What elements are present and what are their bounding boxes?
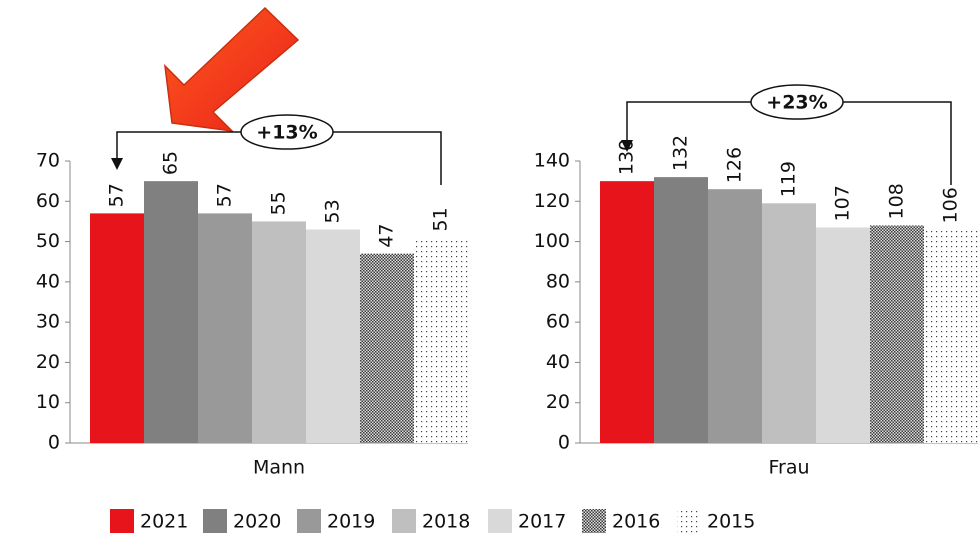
bar bbox=[144, 181, 198, 443]
legend-label: 2019 bbox=[327, 511, 375, 533]
value-label: 55 bbox=[268, 191, 290, 215]
bar bbox=[90, 213, 144, 443]
y-tick-label: 100 bbox=[534, 230, 570, 252]
y-tick-label: 120 bbox=[534, 190, 570, 212]
legend-swatch bbox=[297, 509, 321, 533]
value-label: 132 bbox=[670, 135, 692, 171]
pointer-arrow bbox=[163, 6, 300, 133]
y-tick-label: 0 bbox=[558, 432, 570, 454]
value-label: 106 bbox=[940, 187, 962, 223]
category-label: Mann bbox=[253, 457, 305, 479]
legend-label: 2018 bbox=[422, 511, 470, 533]
bar bbox=[762, 203, 816, 443]
bar bbox=[816, 227, 870, 443]
legend-swatch bbox=[203, 509, 227, 533]
bar bbox=[654, 177, 708, 443]
bracket-arrowhead bbox=[111, 158, 123, 170]
y-tick-label: 80 bbox=[546, 270, 570, 292]
value-label: 107 bbox=[832, 185, 854, 221]
bar bbox=[360, 253, 414, 443]
bracket-arrowhead bbox=[621, 140, 633, 152]
bar bbox=[414, 237, 468, 443]
y-tick-label: 20 bbox=[36, 351, 60, 373]
legend-swatch bbox=[582, 509, 606, 533]
value-label: 51 bbox=[430, 207, 452, 231]
value-label: 47 bbox=[376, 223, 398, 247]
value-label: 57 bbox=[106, 183, 128, 207]
value-label: 126 bbox=[724, 147, 746, 183]
y-tick-label: 140 bbox=[534, 150, 570, 172]
annotation-badge bbox=[240, 114, 334, 150]
value-label: 108 bbox=[886, 183, 908, 219]
legend-label: 2021 bbox=[140, 511, 188, 533]
bar bbox=[924, 229, 978, 443]
value-label: 119 bbox=[778, 161, 800, 197]
y-tick-label: 40 bbox=[546, 351, 570, 373]
annotation-badge bbox=[750, 84, 844, 120]
category-label: Frau bbox=[768, 457, 809, 479]
bar bbox=[198, 213, 252, 443]
y-tick-label: 70 bbox=[36, 150, 60, 172]
bar bbox=[708, 189, 762, 443]
y-tick-label: 30 bbox=[36, 311, 60, 333]
value-label: 57 bbox=[214, 183, 236, 207]
legend-label: 2020 bbox=[233, 511, 281, 533]
legend-swatch bbox=[677, 509, 701, 533]
legend-swatch bbox=[488, 509, 512, 533]
legend-swatch bbox=[392, 509, 416, 533]
legend-swatch bbox=[110, 509, 134, 533]
y-tick-label: 10 bbox=[36, 391, 60, 413]
value-label: 65 bbox=[160, 151, 182, 175]
y-tick-label: 60 bbox=[36, 190, 60, 212]
annotation: +23% bbox=[766, 92, 827, 114]
bar bbox=[306, 229, 360, 443]
legend-label: 2015 bbox=[707, 511, 755, 533]
y-tick-label: 20 bbox=[546, 391, 570, 413]
value-label: 130 bbox=[616, 139, 638, 175]
value-label: 53 bbox=[322, 199, 344, 223]
bar bbox=[600, 181, 654, 443]
bar bbox=[870, 225, 924, 443]
y-tick-label: 50 bbox=[36, 230, 60, 252]
y-tick-label: 40 bbox=[36, 270, 60, 292]
bar bbox=[252, 221, 306, 443]
y-tick-label: 60 bbox=[546, 311, 570, 333]
y-tick-label: 0 bbox=[48, 432, 60, 454]
legend-label: 2017 bbox=[518, 511, 566, 533]
legend-label: 2016 bbox=[612, 511, 660, 533]
annotation: +13% bbox=[256, 122, 317, 144]
